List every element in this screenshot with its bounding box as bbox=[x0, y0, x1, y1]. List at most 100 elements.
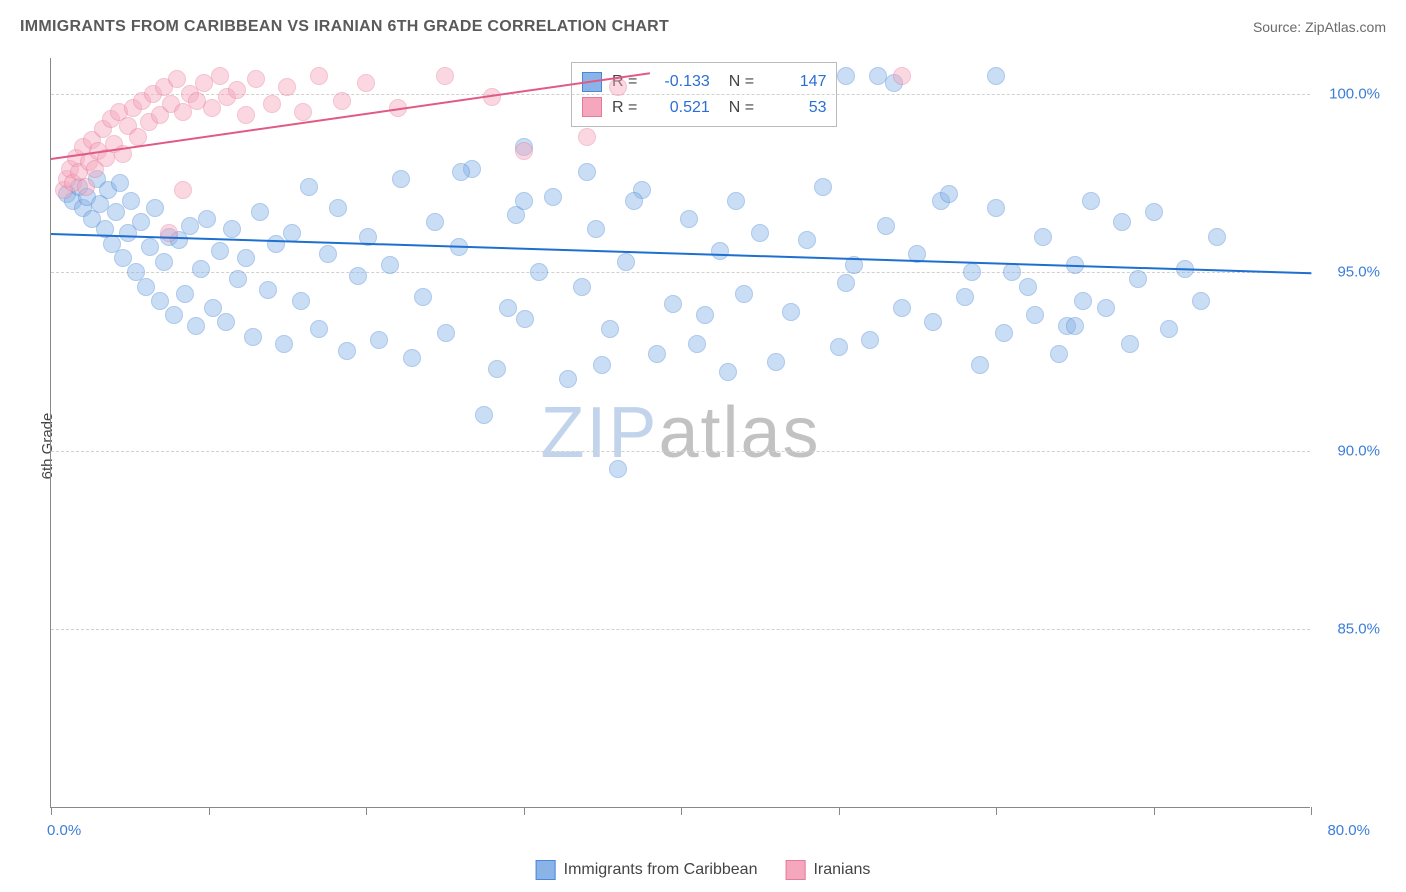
data-point bbox=[122, 192, 140, 210]
data-point bbox=[155, 253, 173, 271]
data-point bbox=[1121, 335, 1139, 353]
y-tick-label: 90.0% bbox=[1320, 442, 1380, 459]
data-point bbox=[1026, 306, 1044, 324]
data-point bbox=[310, 320, 328, 338]
data-point bbox=[1074, 292, 1092, 310]
data-point bbox=[381, 256, 399, 274]
data-point bbox=[370, 331, 388, 349]
data-point bbox=[294, 103, 312, 121]
legend-label-iranians: Iranians bbox=[813, 861, 870, 879]
data-point bbox=[176, 285, 194, 303]
data-point bbox=[1066, 317, 1084, 335]
data-point bbox=[680, 210, 698, 228]
data-point bbox=[211, 67, 229, 85]
data-point bbox=[814, 178, 832, 196]
data-point bbox=[228, 81, 246, 99]
x-axis-min-label: 0.0% bbox=[47, 822, 81, 839]
data-point bbox=[1160, 320, 1178, 338]
x-tick bbox=[1154, 807, 1155, 815]
data-point bbox=[625, 192, 643, 210]
data-point bbox=[217, 313, 235, 331]
data-point bbox=[426, 213, 444, 231]
legend-item-iranians: Iranians bbox=[785, 860, 870, 880]
data-point bbox=[275, 335, 293, 353]
data-point bbox=[203, 99, 221, 117]
x-tick bbox=[524, 807, 525, 815]
data-point bbox=[319, 245, 337, 263]
data-point bbox=[924, 313, 942, 331]
data-point bbox=[987, 67, 1005, 85]
data-point bbox=[237, 106, 255, 124]
data-point bbox=[1097, 299, 1115, 317]
legend-item-caribbean: Immigrants from Caribbean bbox=[536, 860, 758, 880]
data-point bbox=[349, 267, 367, 285]
data-point bbox=[452, 163, 470, 181]
x-tick bbox=[51, 807, 52, 815]
x-tick bbox=[209, 807, 210, 815]
data-point bbox=[664, 295, 682, 313]
data-point bbox=[995, 324, 1013, 342]
data-point bbox=[688, 335, 706, 353]
x-tick bbox=[839, 807, 840, 815]
data-point bbox=[392, 170, 410, 188]
y-tick-label: 100.0% bbox=[1320, 85, 1380, 102]
data-point bbox=[437, 324, 455, 342]
data-point bbox=[111, 174, 129, 192]
data-point bbox=[267, 235, 285, 253]
data-point bbox=[1003, 263, 1021, 281]
data-point bbox=[244, 328, 262, 346]
x-tick bbox=[1311, 807, 1312, 815]
data-point bbox=[333, 92, 351, 110]
data-point bbox=[107, 203, 125, 221]
chart-title: IMMIGRANTS FROM CARIBBEAN VS IRANIAN 6TH… bbox=[20, 18, 669, 36]
data-point bbox=[310, 67, 328, 85]
data-point bbox=[987, 199, 1005, 217]
data-point bbox=[174, 181, 192, 199]
data-point bbox=[893, 67, 911, 85]
data-point bbox=[1145, 203, 1163, 221]
data-point bbox=[837, 67, 855, 85]
data-point bbox=[436, 67, 454, 85]
data-point bbox=[187, 317, 205, 335]
data-point bbox=[1082, 192, 1100, 210]
data-point bbox=[578, 128, 596, 146]
y-tick-label: 85.0% bbox=[1320, 621, 1380, 638]
data-point bbox=[247, 70, 265, 88]
data-point bbox=[573, 278, 591, 296]
data-point bbox=[357, 74, 375, 92]
data-point bbox=[1192, 292, 1210, 310]
data-point bbox=[1113, 213, 1131, 231]
data-point bbox=[160, 224, 178, 242]
data-point bbox=[609, 460, 627, 478]
data-point bbox=[782, 303, 800, 321]
data-point bbox=[251, 203, 269, 221]
data-point bbox=[559, 370, 577, 388]
data-point bbox=[830, 338, 848, 356]
data-point bbox=[488, 360, 506, 378]
data-point bbox=[132, 213, 150, 231]
data-point bbox=[648, 345, 666, 363]
x-tick bbox=[681, 807, 682, 815]
data-point bbox=[578, 163, 596, 181]
data-point bbox=[1019, 278, 1037, 296]
data-point bbox=[403, 349, 421, 367]
data-point bbox=[515, 192, 533, 210]
data-point bbox=[727, 192, 745, 210]
data-point bbox=[956, 288, 974, 306]
data-point bbox=[283, 224, 301, 242]
data-point bbox=[414, 288, 432, 306]
x-axis-max-label: 80.0% bbox=[1327, 822, 1370, 839]
data-point bbox=[198, 210, 216, 228]
data-point bbox=[963, 263, 981, 281]
data-point bbox=[609, 78, 627, 96]
data-point bbox=[1050, 345, 1068, 363]
data-point bbox=[530, 263, 548, 281]
data-point bbox=[165, 306, 183, 324]
legend-swatch-caribbean bbox=[536, 860, 556, 880]
data-point bbox=[263, 95, 281, 113]
data-point bbox=[211, 242, 229, 260]
data-point bbox=[601, 320, 619, 338]
data-point bbox=[137, 278, 155, 296]
gridline bbox=[51, 629, 1310, 630]
data-point bbox=[181, 217, 199, 235]
